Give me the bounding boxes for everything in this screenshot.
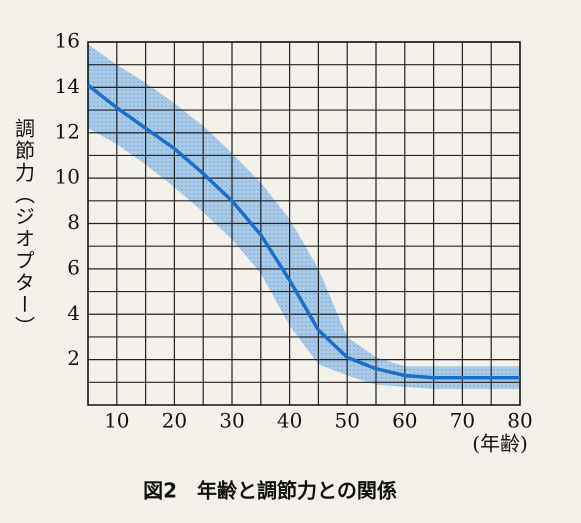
x-tick-label: 80 bbox=[507, 409, 532, 433]
y-tick-label: 4 bbox=[67, 301, 80, 325]
y-tick-label: 14 bbox=[55, 74, 80, 98]
x-axis-title: (年齢) bbox=[472, 432, 528, 456]
x-tick-label: 10 bbox=[104, 409, 129, 433]
y-tick-label: 12 bbox=[55, 119, 80, 143]
y-tick-label: 8 bbox=[67, 210, 80, 234]
y-tick-label: 10 bbox=[55, 165, 80, 189]
y-tick-label: 6 bbox=[67, 255, 80, 279]
y-axis-title: 調節力（ジオプター） bbox=[12, 118, 36, 338]
data-line bbox=[86, 83, 520, 380]
x-tick-label: 40 bbox=[277, 409, 302, 433]
x-tick-label: 50 bbox=[334, 409, 359, 433]
plot-frame bbox=[87, 41, 521, 406]
caption: 図2 年齢と調節力との関係 bbox=[143, 479, 397, 503]
range-band-dots bbox=[88, 44, 520, 390]
x-tick-label: 30 bbox=[219, 409, 244, 433]
x-tick-label: 20 bbox=[162, 409, 187, 433]
x-tick-label: 60 bbox=[392, 409, 417, 433]
y-tick-label: 2 bbox=[67, 346, 80, 370]
x-tick-label: 70 bbox=[450, 409, 475, 433]
y-tick-label: 16 bbox=[55, 29, 80, 53]
